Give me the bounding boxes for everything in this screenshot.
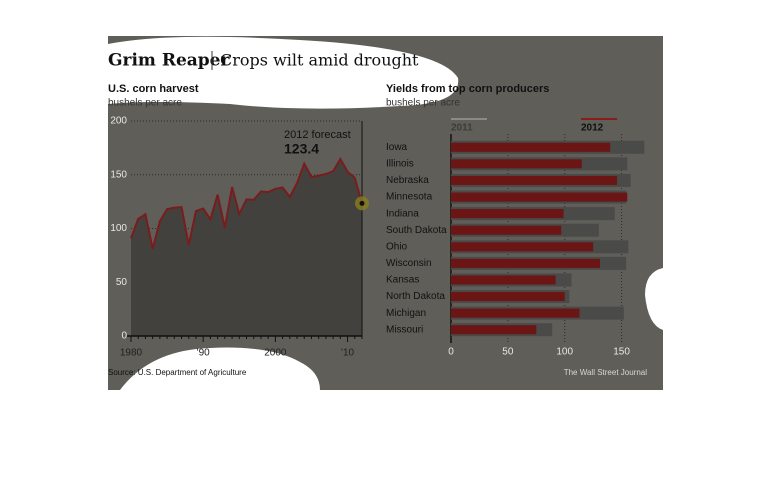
chart-subtitle: bushels per acre	[386, 98, 460, 109]
line	[130, 156, 363, 250]
x-tick-label: 150	[613, 347, 630, 358]
x-tick-label: 1980	[120, 348, 143, 359]
source: Source: U.S. Department of Agriculture	[108, 368, 247, 377]
chart-title: Yields from top corn producers	[386, 83, 549, 95]
white-blob	[645, 268, 663, 330]
white-blob	[120, 347, 320, 390]
x-tick-label: '90	[197, 348, 210, 359]
bar	[451, 275, 556, 285]
legend-label: 2012	[581, 123, 604, 134]
category-label: Nebraska	[386, 175, 429, 186]
x-tick-label: 50	[502, 347, 514, 358]
legend-label: 2011	[451, 123, 473, 134]
x-tick-label: 0	[448, 347, 454, 358]
y-tick-label: 50	[116, 277, 128, 288]
category-label: Kansas	[386, 275, 419, 286]
category-label: Wisconsin	[386, 258, 432, 269]
y-tick-label: 150	[110, 169, 127, 180]
y-tick-label: 0	[121, 331, 127, 342]
chart-title: U.S. corn harvest	[108, 83, 199, 95]
annotation: 2012 forecast	[284, 129, 351, 141]
x-tick-label: '10	[341, 348, 354, 359]
area	[131, 158, 362, 336]
bar	[451, 258, 600, 268]
category-label: Ohio	[386, 241, 408, 252]
bar	[451, 192, 628, 202]
y-tick-label: 200	[110, 116, 127, 127]
forecast-dot	[359, 200, 365, 206]
category-label: North Dakota	[386, 291, 445, 302]
category-label: Iowa	[386, 142, 408, 153]
category-label: Illinois	[386, 159, 414, 170]
category-label: Missouri	[386, 324, 423, 335]
subtitle: Crops wilt amid drought	[220, 51, 419, 70]
bar	[451, 142, 611, 152]
bar	[451, 308, 580, 318]
category-label: Michigan	[386, 308, 426, 319]
chart-subtitle: bushels per acre	[108, 98, 182, 109]
bar	[451, 325, 537, 335]
title: Grim Reaper	[108, 51, 231, 71]
category-label: South Dakota	[386, 225, 447, 236]
bar	[451, 292, 565, 302]
bar	[451, 225, 562, 235]
bar	[451, 175, 618, 185]
bar	[451, 159, 582, 169]
category-label: Indiana	[386, 208, 419, 219]
y-tick-label: 100	[110, 223, 127, 234]
category-label: Minnesota	[386, 192, 433, 203]
x-tick-label: 100	[556, 347, 573, 358]
bar	[451, 242, 594, 252]
white-blob	[108, 36, 459, 109]
annotation-value: 123.4	[284, 141, 319, 157]
credit: The Wall Street Journal	[564, 368, 648, 377]
x-tick-label: 2000	[264, 348, 287, 359]
bar	[451, 209, 564, 219]
